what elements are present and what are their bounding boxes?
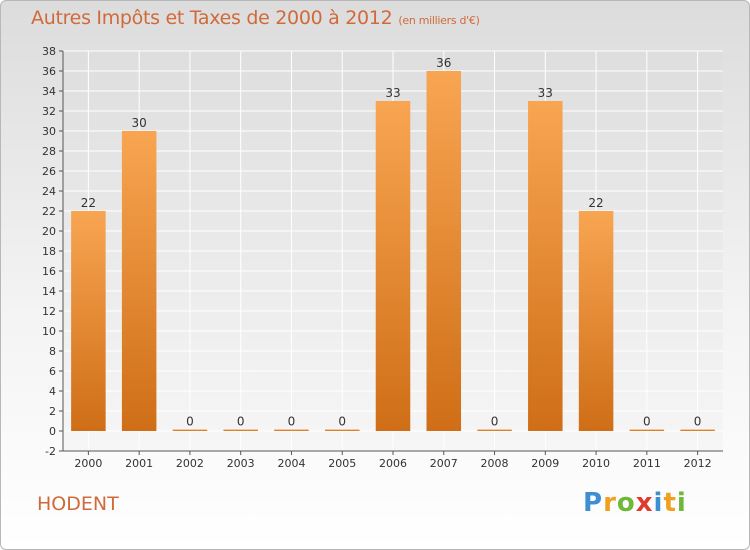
y-tick-label: 24 (42, 185, 56, 198)
bar (375, 101, 411, 431)
bar-value-label: 0 (491, 415, 499, 429)
logo-letter: x (635, 488, 654, 518)
y-tick-label: 6 (49, 365, 56, 378)
chart-title: Autres Impôts et Taxes de 2000 à 2012 (en… (31, 7, 480, 29)
y-tick-label: 36 (42, 65, 56, 78)
bar (629, 429, 665, 431)
x-tick-label: 2004 (277, 457, 305, 470)
y-tick-label: 18 (42, 245, 56, 258)
commune-name: HODENT (37, 493, 119, 515)
label-layer: 22 30 0 0 0 0 33 36 0 33 22 0 0 (81, 56, 702, 429)
y-tick-label: 10 (42, 325, 56, 338)
bar-value-label: 30 (132, 116, 147, 130)
bar-value-label: 22 (588, 196, 603, 210)
y-tick-label: 4 (49, 385, 56, 398)
x-tick-label: 2006 (379, 457, 407, 470)
proxiti-logo: Proxiti (583, 488, 687, 518)
bar-layer (71, 71, 715, 431)
chart-title-text: Autres Impôts et Taxes de 2000 à 2012 (31, 7, 393, 29)
logo-letter: i (653, 488, 664, 518)
y-tick-label: 20 (42, 225, 56, 238)
bar (477, 429, 512, 431)
y-tick-label: 2 (49, 405, 56, 418)
x-tick-label: 2010 (582, 457, 610, 470)
y-tick-label: 28 (42, 145, 56, 158)
y-tick-label: 30 (42, 125, 56, 138)
bar-value-label: 33 (538, 86, 553, 100)
x-tick-label: 2005 (328, 457, 356, 470)
bar-value-label: 0 (186, 415, 194, 429)
bar-value-label: 22 (81, 196, 96, 210)
bar-value-label: 0 (694, 415, 702, 429)
bar (71, 211, 106, 431)
bar (426, 71, 462, 431)
chart-subtitle: (en milliers d'€) (398, 14, 480, 27)
y-tick-label: 14 (42, 285, 56, 298)
x-tick-label: 2002 (176, 457, 204, 470)
x-tick-label: 2007 (430, 457, 458, 470)
bar (324, 429, 360, 431)
y-tick-label: 16 (42, 265, 56, 278)
axis-layer: -202468101214161820222426283032343638200… (42, 45, 723, 470)
bar-value-label: 0 (288, 415, 296, 429)
x-tick-label: 2003 (227, 457, 255, 470)
logo-letter: o (616, 488, 636, 518)
bar-value-label: 36 (436, 56, 451, 70)
bar (121, 131, 157, 431)
x-tick-label: 2001 (125, 457, 153, 470)
y-tick-label: 8 (49, 345, 56, 358)
y-tick-label: 26 (42, 165, 56, 178)
x-tick-label: 2011 (633, 457, 661, 470)
y-tick-label: 32 (42, 105, 56, 118)
bar-value-label: 0 (338, 415, 346, 429)
logo-letter: P (583, 488, 604, 518)
x-tick-label: 2012 (684, 457, 712, 470)
bar (172, 429, 208, 431)
logo-letter: i (676, 488, 687, 518)
x-tick-label: 2008 (481, 457, 509, 470)
bar-value-label: 0 (643, 415, 651, 429)
bar-value-label: 33 (385, 86, 400, 100)
y-tick-label: 34 (42, 85, 56, 98)
y-tick-label: -2 (45, 445, 56, 458)
y-tick-label: 12 (42, 305, 56, 318)
bar (528, 101, 563, 431)
y-tick-label: 22 (42, 205, 56, 218)
logo-letter: r (603, 488, 617, 518)
bar (274, 429, 309, 431)
bar (578, 211, 614, 431)
y-tick-label: 0 (49, 425, 56, 438)
x-tick-label: 2009 (531, 457, 559, 470)
x-tick-label: 2000 (74, 457, 102, 470)
bar (223, 429, 258, 431)
bar (680, 429, 715, 431)
bar-value-label: 0 (237, 415, 245, 429)
logo-letter: t (663, 488, 677, 518)
y-tick-label: 38 (42, 45, 56, 58)
